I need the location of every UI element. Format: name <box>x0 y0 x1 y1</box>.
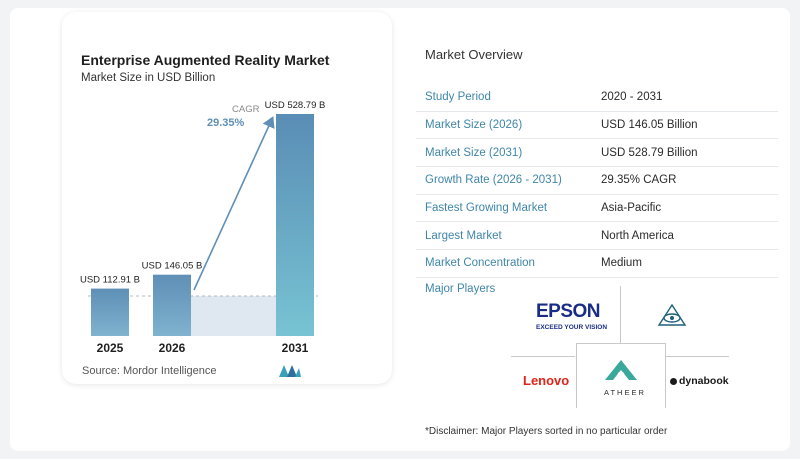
overview-value: Asia-Pacific <box>601 202 662 215</box>
overview-row: Study Period 2020 - 2031 <box>416 84 778 112</box>
market-overview-title: Market Overview <box>425 47 523 62</box>
overview-label: Largest Market <box>425 229 502 242</box>
overview-label: Fastest Growing Market <box>425 202 548 215</box>
overview-row: Growth Rate (2026 - 2031) 29.35% CAGR <box>416 167 778 195</box>
growth-shade <box>191 296 276 336</box>
x-tick-label: 2031 <box>282 341 309 355</box>
lenovo-logo: Lenovo <box>523 373 570 388</box>
market-overview-table: Study Period 2020 - 2031 Market Size (202… <box>416 84 778 278</box>
overview-row: Fastest Growing Market Asia-Pacific <box>416 195 778 223</box>
players-divider <box>576 343 577 408</box>
chart-subtitle: Market Size in USD Billion <box>81 72 216 84</box>
overview-label: Market Size (2031) <box>425 146 523 159</box>
atheer-logo-text: ATHEER <box>604 388 646 397</box>
players-divider <box>576 343 665 344</box>
overview-label: Market Concentration <box>425 257 535 270</box>
overview-row: Market Size (2031) USD 528.79 Billion <box>416 139 778 168</box>
atheer-logo-icon <box>605 360 637 380</box>
overview-label: Market Size (2026) <box>425 119 523 132</box>
overview-label: Study Period <box>425 91 491 104</box>
cagr-value: 29.35% <box>207 117 245 129</box>
overview-value: 29.35% CAGR <box>601 174 677 187</box>
overview-row: Market Size (2026) USD 146.05 Billion <box>416 112 778 140</box>
overview-value: USD 146.05 Billion <box>601 119 698 132</box>
x-tick-label: 2026 <box>159 341 186 355</box>
bar-value-label: USD 112.91 B <box>80 275 140 286</box>
players-divider <box>665 343 666 408</box>
mordor-logo-icon <box>279 365 301 377</box>
players-divider <box>665 356 729 357</box>
chart-source: Source: Mordor Intelligence <box>82 365 217 377</box>
players-divider <box>511 356 575 357</box>
players-divider <box>620 286 621 343</box>
epson-tagline: EXCEED YOUR VISION <box>536 324 608 331</box>
disclaimer: *Disclaimer: Major Players sorted in no … <box>425 426 668 437</box>
bar-2025 <box>91 288 129 336</box>
pyramid-eye-logo-icon <box>657 303 687 326</box>
overview-row: Market Concentration Medium <box>416 250 778 278</box>
epson-logo-text: EPSON <box>536 301 601 322</box>
bar-value-label: USD 146.05 B <box>142 261 203 272</box>
dynabook-logo-text: dynabook <box>679 375 729 387</box>
bar-2031 <box>276 114 314 336</box>
overview-label: Growth Rate (2026 - 2031) <box>425 174 562 187</box>
overview-value: Medium <box>601 257 642 270</box>
overview-value: 2020 - 2031 <box>601 91 663 104</box>
epson-logo: EPSON EXCEED YOUR VISION <box>536 301 608 332</box>
overview-row: Largest Market North America <box>416 222 778 251</box>
bar-2026 <box>153 274 191 336</box>
major-players-title: Major Players <box>425 283 496 295</box>
overview-value: USD 528.79 Billion <box>601 146 698 159</box>
cagr-label: CAGR <box>232 104 260 115</box>
bar-value-label: USD 528.79 B <box>265 100 326 111</box>
dynabook-dot-icon <box>670 377 677 385</box>
overview-value: North America <box>601 229 674 242</box>
bar-chart: USD 112.91 B 2025 USD 146.05 B 2026 USD 528.… <box>80 100 326 355</box>
x-tick-label: 2025 <box>97 341 124 355</box>
cagr-arrow <box>193 116 275 291</box>
chart-title: Enterprise Augmented Reality Market <box>81 52 330 68</box>
dynabook-logo: dynabook <box>670 375 729 387</box>
